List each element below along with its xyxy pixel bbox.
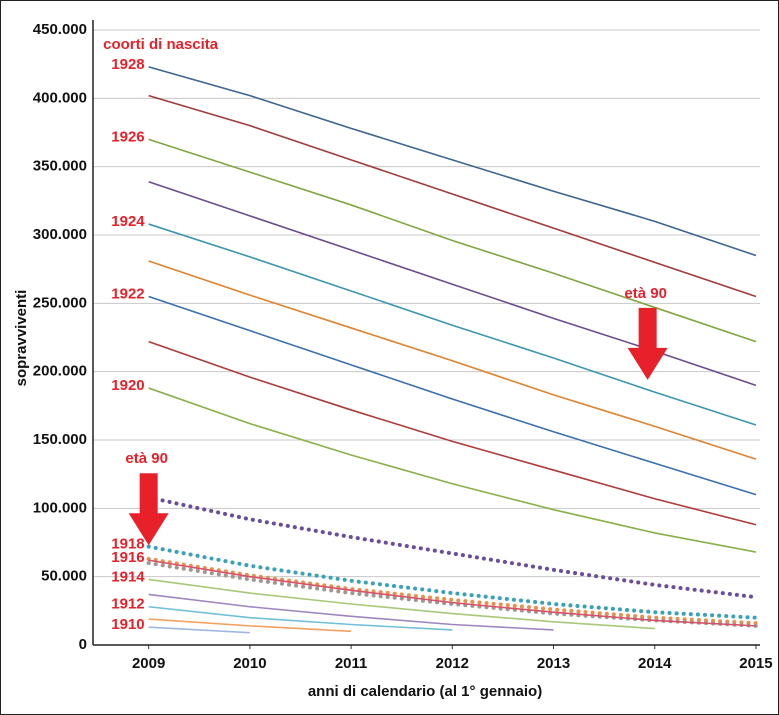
series-line — [146, 556, 758, 626]
series-line — [148, 626, 250, 634]
series-line — [148, 593, 554, 631]
series-label: 1928 — [111, 56, 144, 73]
y-tick-label: 50.000 — [41, 568, 87, 585]
series-label: 1924 — [111, 213, 145, 230]
y-tick-label: 350.000 — [33, 158, 87, 175]
series-line — [148, 559, 756, 627]
x-tick-label: 2012 — [436, 655, 469, 672]
series-line — [148, 387, 757, 553]
x-tick-label: 2011 — [335, 655, 368, 672]
series-line — [148, 618, 352, 633]
series-line — [148, 295, 757, 496]
annotation-arrow — [627, 307, 668, 380]
annotation: età 90 — [624, 285, 667, 302]
x-tick-label: 2015 — [739, 655, 772, 672]
y-tick-label: 450.000 — [33, 21, 87, 38]
series-label: 1912 — [111, 596, 144, 613]
series-line — [148, 578, 655, 630]
annotation: età 90 — [125, 450, 168, 467]
annotation: coorti di nascita — [103, 36, 219, 53]
series-label: 1910 — [111, 616, 144, 633]
y-axis-label: sopravviventi — [13, 290, 30, 387]
series-line — [148, 66, 757, 257]
x-tick-label: 2013 — [537, 655, 570, 672]
y-tick-label: 250.000 — [33, 294, 87, 311]
series-label: 1916 — [111, 549, 144, 566]
x-tick-label: 2014 — [638, 655, 672, 672]
y-tick-label: 150.000 — [33, 431, 87, 448]
series-line — [148, 340, 757, 526]
y-tick-label: 200.000 — [33, 363, 87, 380]
x-tick-label: 2009 — [132, 655, 165, 672]
x-tick-label: 2010 — [233, 655, 266, 672]
series-label: 1922 — [111, 285, 144, 302]
series-label: 1914 — [111, 568, 145, 585]
series-line — [148, 223, 757, 426]
x-axis-label: anni di calendario (al 1° gennaio) — [308, 683, 542, 700]
series-line — [148, 94, 757, 298]
series-line — [148, 260, 757, 460]
series-line — [146, 544, 758, 620]
series-label: 1926 — [111, 128, 144, 145]
series-label: 1920 — [111, 377, 144, 394]
series-line — [148, 138, 757, 343]
y-tick-label: 300.000 — [33, 226, 87, 243]
series-line — [148, 605, 453, 631]
y-tick-label: 0 — [79, 636, 87, 653]
series-label: 1918 — [111, 536, 144, 553]
annotation-arrow — [128, 473, 169, 546]
y-tick-label: 100.000 — [33, 499, 87, 516]
y-tick-label: 400.000 — [33, 89, 87, 106]
